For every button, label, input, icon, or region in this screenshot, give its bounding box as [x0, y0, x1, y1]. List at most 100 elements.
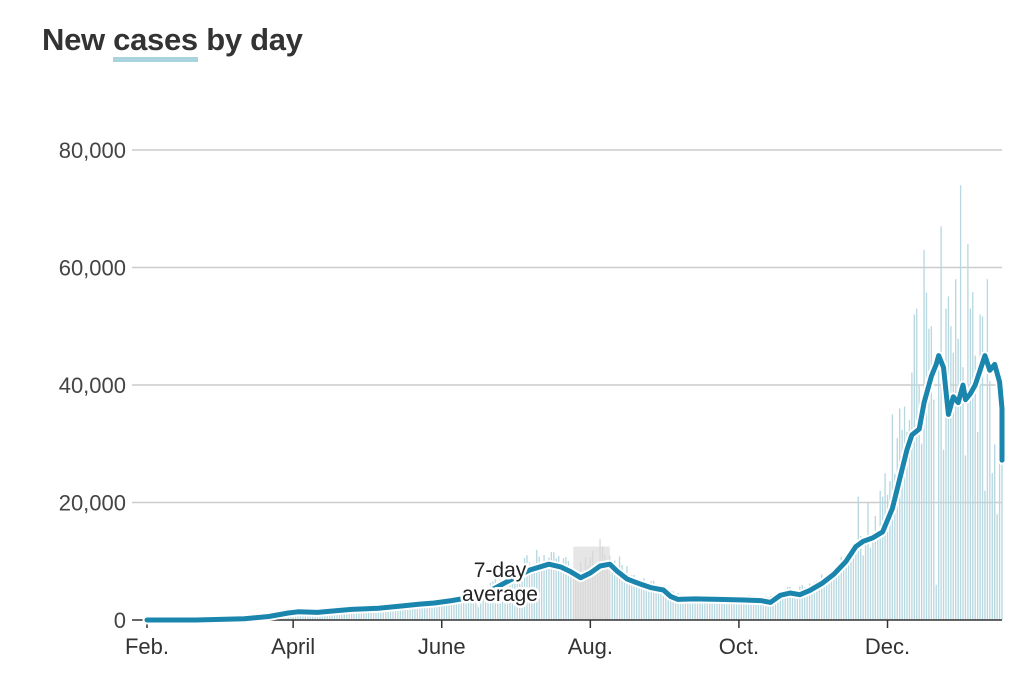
bar-day [445, 603, 448, 620]
bar-day [706, 595, 708, 620]
bar-day [994, 444, 996, 620]
avg-line [144, 353, 1005, 623]
x-tick-label: April [271, 634, 315, 659]
bar-day [828, 577, 830, 620]
bar-day [872, 537, 874, 620]
bar-day [777, 596, 779, 620]
bar-day [984, 490, 986, 620]
bar-day [782, 597, 784, 620]
bar-day [969, 308, 972, 620]
bar-day [674, 599, 677, 620]
bar-day [701, 595, 704, 620]
bar-day [757, 600, 760, 620]
bar-day [908, 420, 911, 620]
bar-day [487, 588, 489, 620]
bar-day [762, 603, 764, 620]
avg-label-line1: 7-day [474, 559, 527, 582]
bar-day [501, 573, 504, 620]
bar-day [1001, 459, 1003, 620]
bar-day [670, 597, 672, 620]
bar-day [477, 595, 479, 620]
bar-day [545, 563, 548, 620]
bar-day [550, 552, 553, 620]
bar-day [543, 555, 545, 620]
bar-day [945, 308, 947, 620]
bar-day [633, 575, 635, 620]
bar-day [492, 581, 494, 620]
bar-day [916, 308, 918, 620]
bar-day [416, 604, 419, 620]
bar-day [638, 579, 640, 620]
bar-day [526, 555, 528, 620]
bar-day [618, 556, 621, 620]
bar-day [414, 606, 416, 620]
bar-day [696, 601, 699, 620]
bar-day [998, 443, 1001, 620]
bar-day [616, 572, 618, 620]
bar-day [579, 561, 582, 620]
bar-day [855, 546, 857, 620]
bar-day [519, 564, 521, 620]
bar-day [592, 551, 594, 620]
bar-day [436, 598, 438, 620]
bar-day [913, 314, 915, 620]
daily-case-bars [197, 185, 1003, 620]
bar-day [324, 612, 326, 620]
title-prefix: New [42, 22, 105, 57]
bar-day [830, 579, 833, 620]
bar-day [402, 603, 404, 620]
bar-day [694, 598, 696, 620]
bar-day [784, 591, 786, 620]
bar-day [475, 590, 477, 620]
bar-day [879, 490, 881, 620]
bar-day [874, 515, 877, 620]
bar-day [679, 597, 682, 620]
bar-day [433, 602, 436, 620]
bar-day [514, 579, 516, 620]
bar-day [596, 562, 599, 620]
y-tick-label: 40,000 [59, 373, 126, 398]
bar-day [730, 597, 733, 620]
bar-day [789, 586, 791, 620]
bar-day [760, 598, 762, 620]
bar-day [842, 560, 845, 620]
bar-day [721, 600, 723, 620]
bar-day [952, 352, 954, 620]
bar-day [774, 598, 777, 620]
bar-day [896, 438, 898, 620]
bar-day [635, 582, 638, 620]
bar-day [667, 592, 669, 620]
y-tick-label: 0 [114, 608, 126, 633]
bar-day [426, 603, 428, 620]
bar-day [421, 606, 423, 620]
bar-day [404, 606, 406, 620]
bar-day [986, 279, 989, 620]
bar-day [735, 598, 738, 620]
bar-day [947, 296, 950, 620]
bar-day [343, 609, 345, 620]
bar-day [521, 566, 523, 620]
bar-day [847, 561, 850, 620]
title-suffix: by day [206, 22, 303, 57]
bar-day [791, 590, 794, 620]
bar-day [733, 596, 735, 620]
bar-day [472, 594, 475, 620]
bar-day [589, 557, 592, 620]
bar-day [489, 582, 492, 620]
bar-day [480, 588, 482, 620]
chart-title: New cases by day [42, 22, 303, 62]
bar-day [560, 571, 562, 620]
bar-day [930, 326, 933, 620]
bar-day [682, 595, 684, 620]
bar-day [553, 552, 555, 620]
bar-day [972, 292, 974, 620]
bar-day [601, 546, 604, 620]
bar-day [833, 573, 835, 620]
bar-day [825, 580, 828, 620]
bar-day [606, 564, 609, 620]
bar-day [643, 578, 645, 620]
bar-day [852, 544, 855, 620]
bar-day [523, 557, 526, 620]
bar-day [650, 581, 652, 620]
bar-day [925, 292, 928, 620]
